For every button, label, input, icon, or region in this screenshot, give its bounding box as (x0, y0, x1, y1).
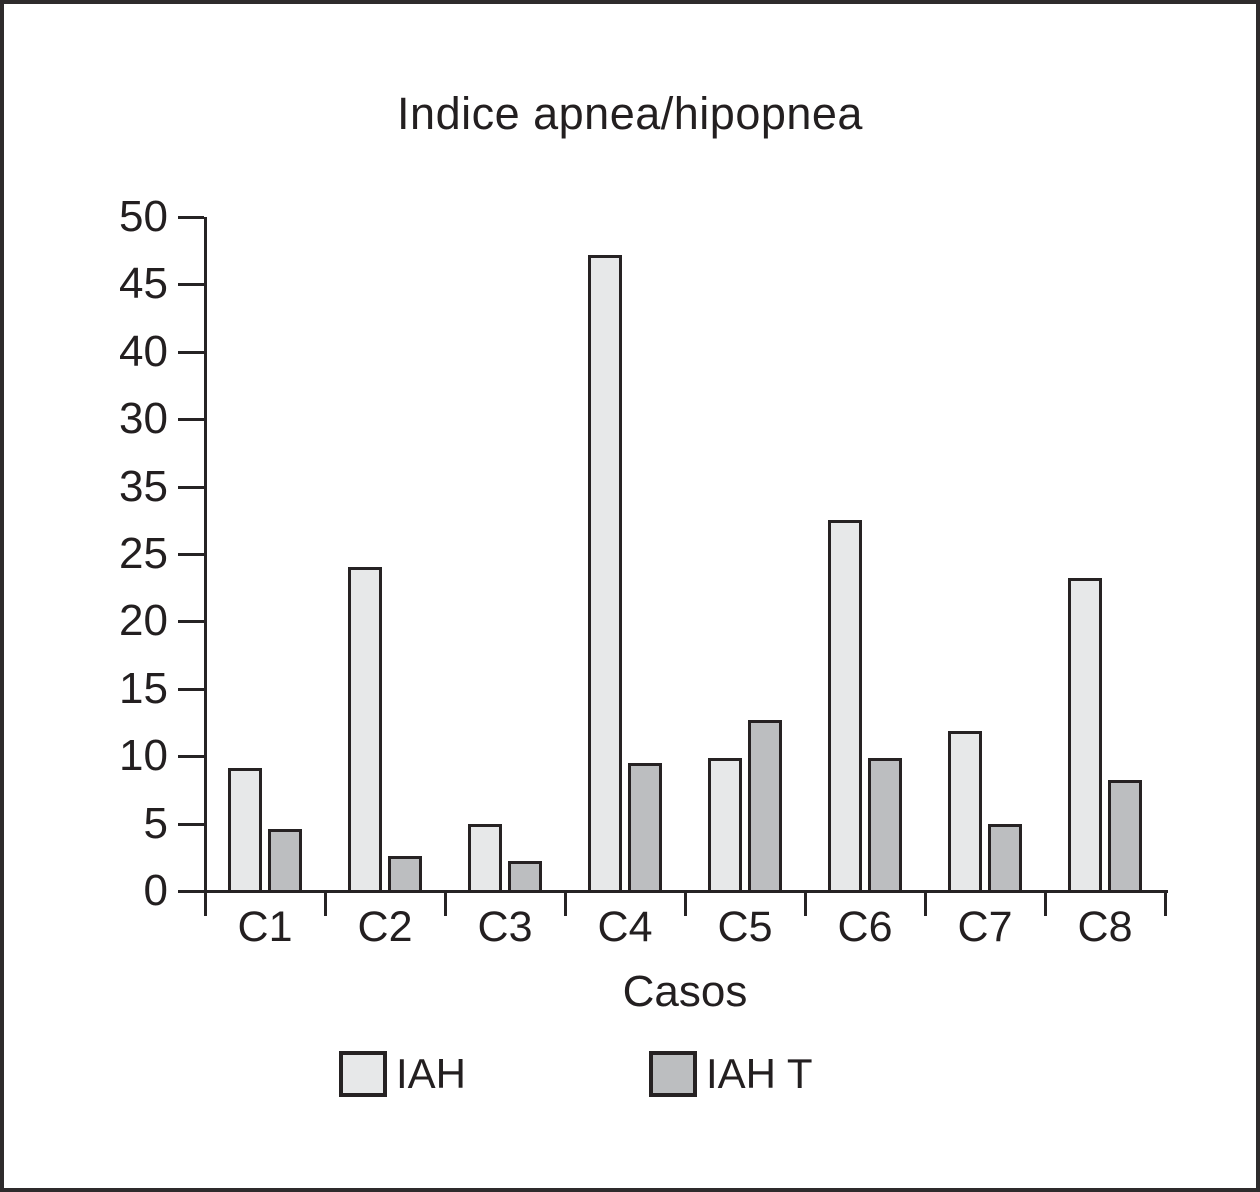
legend-swatch-iah-t (649, 1051, 697, 1097)
y-tick-label: 10 (119, 731, 168, 781)
y-tick-label: 30 (119, 394, 168, 444)
y-tick (178, 418, 204, 422)
bar-c1-iah (228, 768, 262, 893)
x-tick (1044, 891, 1047, 916)
y-tick (178, 216, 204, 219)
y-tick-label: 20 (119, 596, 168, 646)
y-axis-line (204, 217, 207, 894)
category-label-c6: C6 (837, 903, 893, 951)
legend-item-iah: IAH (339, 1050, 466, 1098)
bar-c7-iah-t (988, 823, 1022, 893)
bar-c4-iah (588, 254, 622, 893)
y-tick (178, 485, 204, 489)
x-tick (444, 891, 447, 916)
bar-c1-iah-t (268, 828, 302, 893)
bar-c4-iah-t (628, 762, 662, 893)
category-label-c7: C7 (957, 903, 1013, 951)
y-tick (178, 553, 204, 556)
x-tick (204, 891, 207, 916)
bar-c6-iah (828, 520, 862, 893)
x-tick (684, 891, 687, 916)
bar-c7-iah (948, 730, 982, 893)
legend-swatch-iah (339, 1051, 387, 1097)
x-tick (924, 891, 927, 916)
category-label-c2: C2 (357, 903, 413, 951)
chart-title: Indice apnea/hipopnea (397, 88, 863, 139)
y-tick (178, 620, 204, 624)
y-tick (178, 350, 204, 354)
category-label-c3: C3 (477, 903, 533, 951)
category-label-c4: C4 (597, 903, 653, 951)
y-tick-label: 45 (119, 259, 168, 309)
y-tick-label: 0 (143, 866, 168, 915)
category-label-c1: C1 (237, 903, 293, 951)
y-tick (178, 283, 204, 287)
y-tick-label: 35 (119, 461, 168, 511)
y-tick-label: 25 (119, 529, 168, 578)
x-tick (324, 891, 327, 916)
x-tick (564, 891, 567, 916)
category-label-c8: C8 (1077, 903, 1133, 951)
y-tick (178, 755, 204, 759)
y-tick (178, 687, 204, 691)
y-tick (178, 890, 204, 893)
bar-c2-iah (348, 567, 382, 893)
legend-label-iah: IAH (396, 1050, 467, 1097)
y-tick-label: 5 (143, 798, 168, 848)
y-tick (178, 822, 204, 826)
y-tick-label: 15 (119, 663, 168, 713)
legend-item-iah-t: IAH T (649, 1050, 813, 1098)
y-tick-label: 40 (119, 326, 168, 376)
x-tick (1164, 891, 1167, 916)
bar-c6-iah-t (868, 757, 902, 893)
category-label-c5: C5 (717, 903, 773, 951)
bar-c5-iah (708, 757, 742, 893)
bar-c3-iah-t (508, 861, 542, 893)
legend-label-iah-t: IAH T (706, 1050, 813, 1097)
bar-c3-iah (468, 823, 502, 893)
bar-c8-iah-t (1108, 780, 1142, 893)
x-axis-title: Casos (622, 967, 748, 1016)
y-tick-label: 50 (119, 192, 168, 241)
bar-c2-iah-t (388, 855, 422, 893)
x-tick (804, 891, 807, 916)
bar-c8-iah (1068, 578, 1102, 893)
bar-c5-iah-t (748, 719, 782, 893)
